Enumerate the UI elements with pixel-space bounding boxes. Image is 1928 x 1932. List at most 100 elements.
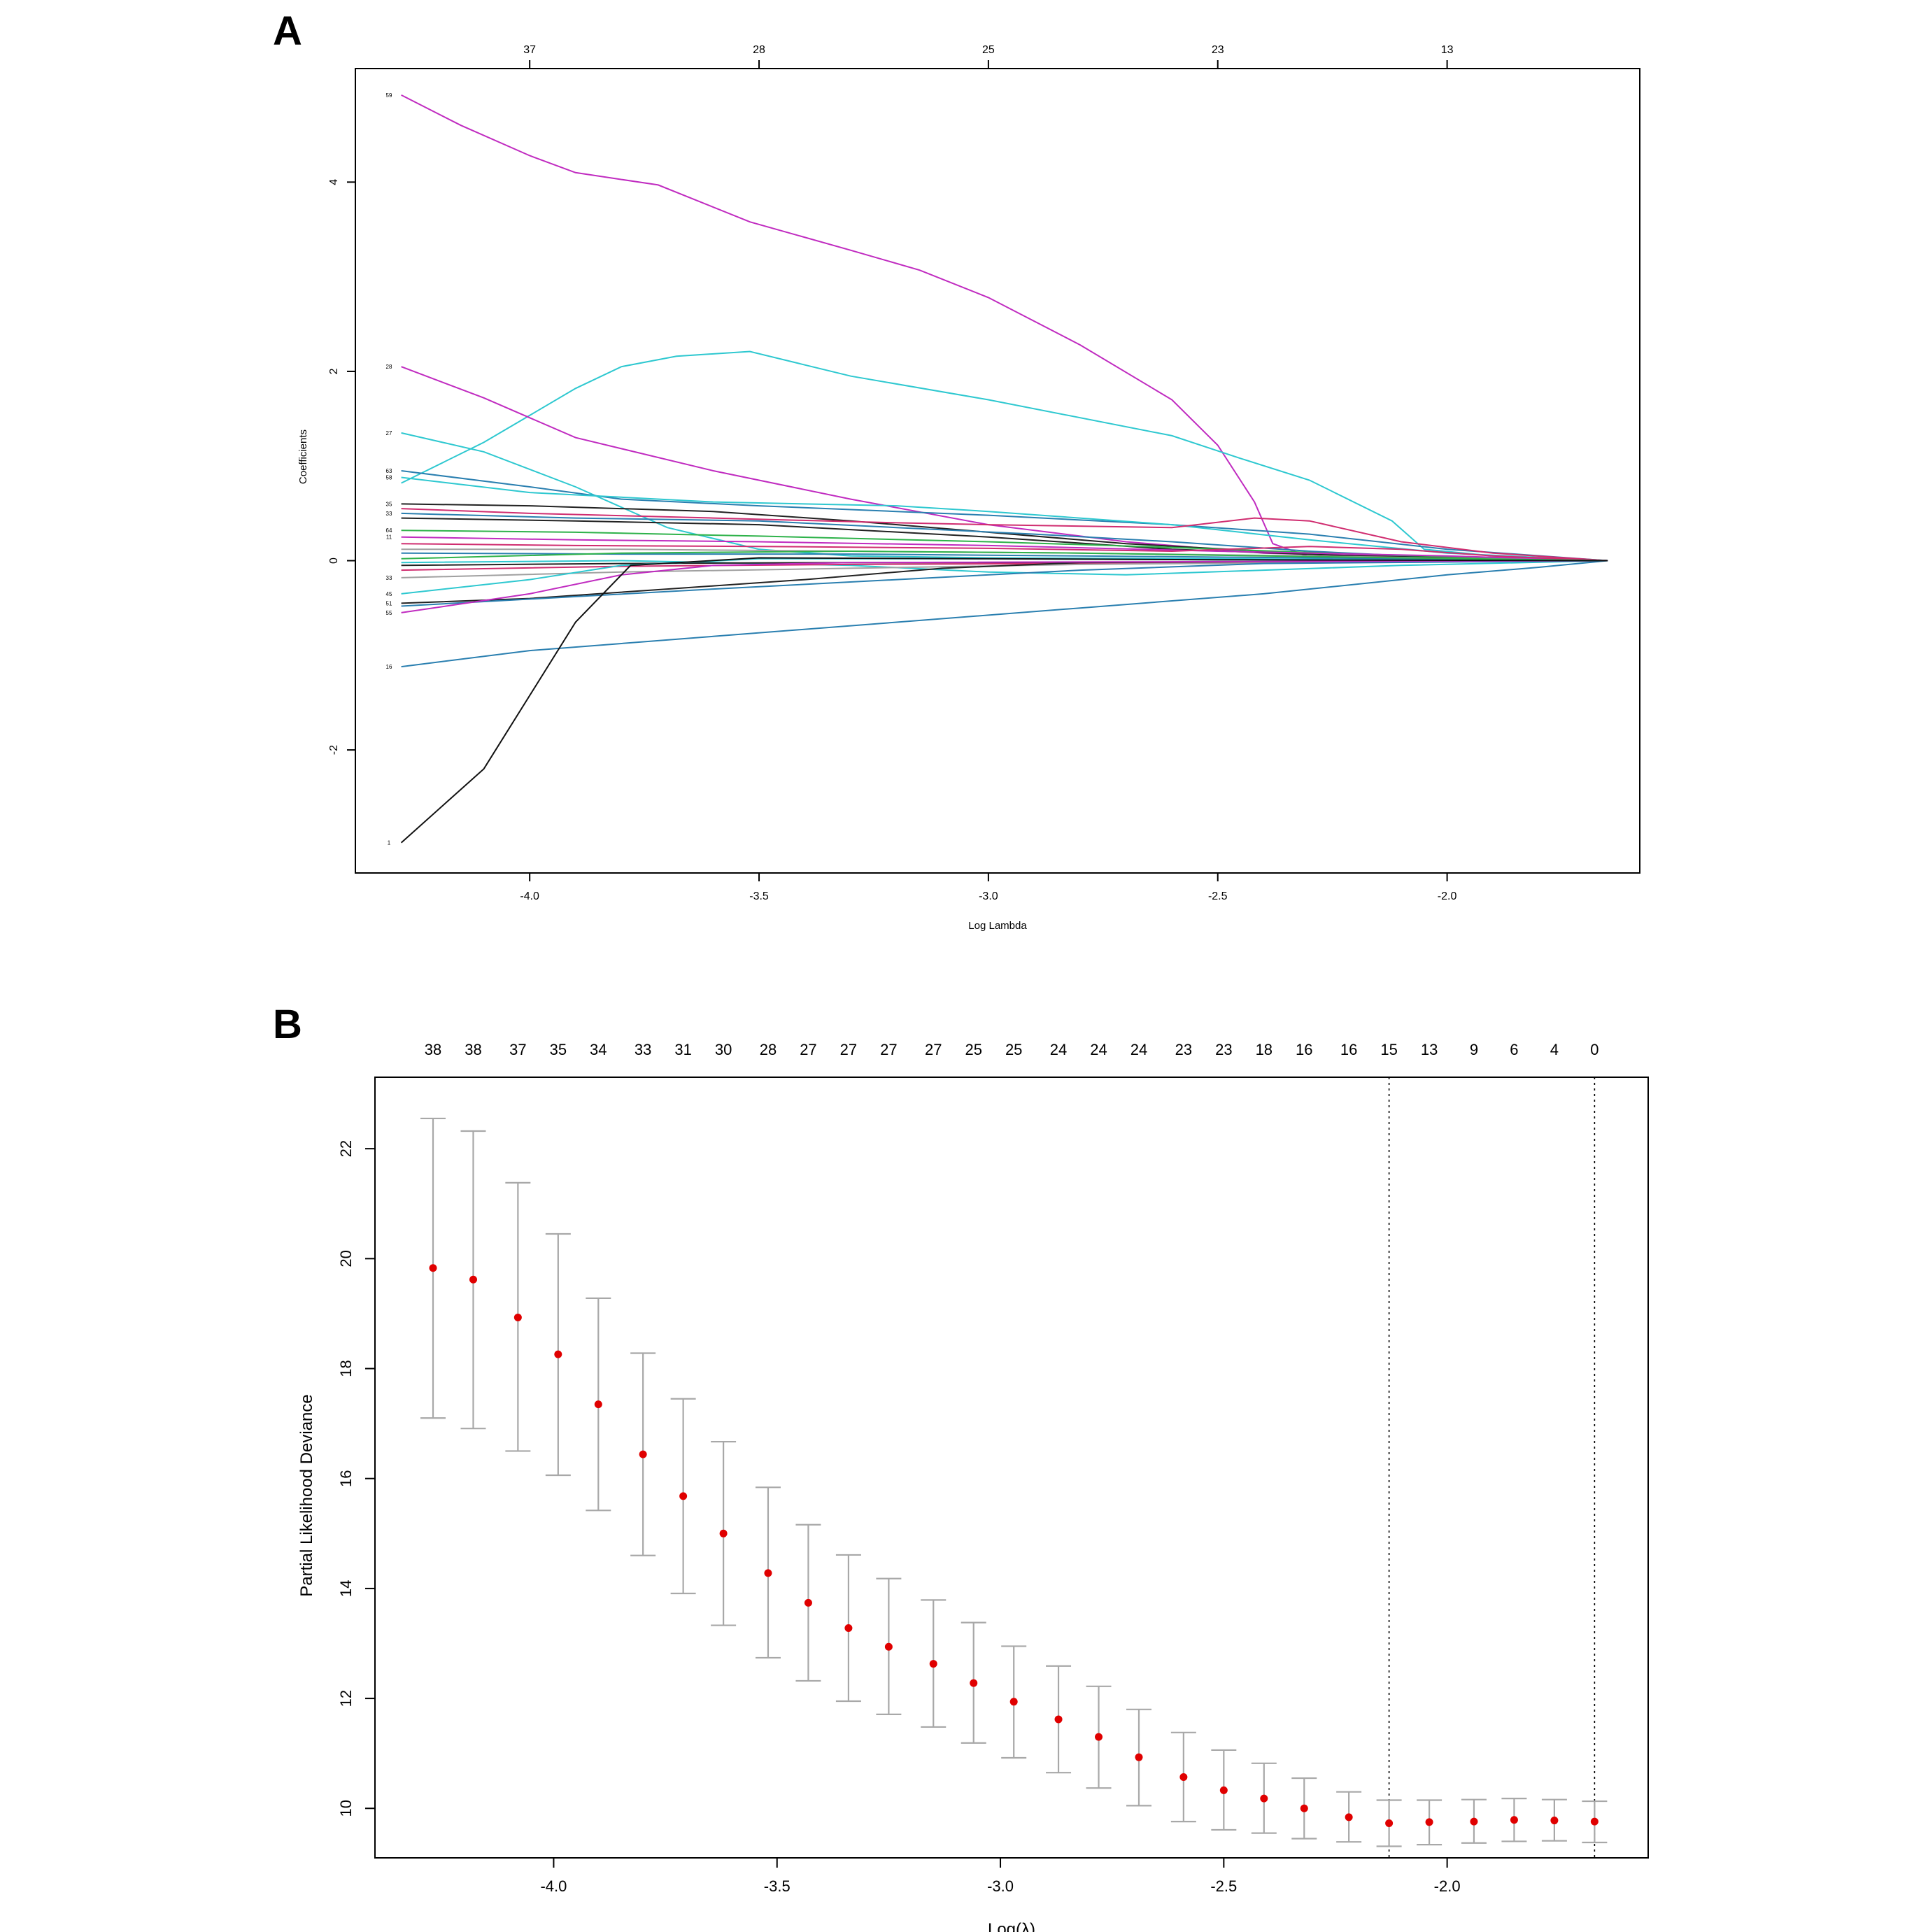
y-tick-label-a: 4 — [328, 179, 340, 185]
deviance-point — [554, 1350, 562, 1358]
top-count-b: 16 — [1296, 1041, 1312, 1058]
top-tick-label-a: 25 — [982, 44, 995, 56]
top-count-b: 38 — [465, 1041, 481, 1058]
y-axis-a: -2 0 2 4 — [328, 179, 355, 755]
edge-label: 28 — [386, 364, 392, 370]
top-count-b: 38 — [425, 1041, 441, 1058]
deviance-points — [429, 1264, 1599, 1827]
deviance-point — [1179, 1773, 1188, 1781]
deviance-point — [1385, 1819, 1394, 1827]
top-count-b: 24 — [1050, 1041, 1067, 1058]
x-tick-label-b: -3.0 — [987, 1877, 1014, 1895]
coefficient-line — [401, 560, 1608, 607]
top-tick-label-a: 28 — [753, 44, 765, 56]
top-axis-a: 37 28 25 23 13 — [523, 44, 1454, 69]
y-axis-b: 10 12 14 16 18 20 22 — [337, 1140, 375, 1817]
coefficient-line — [401, 536, 1608, 562]
x-tick-label-b: -3.5 — [764, 1877, 791, 1895]
deviance-point — [929, 1660, 937, 1668]
top-count-b: 35 — [550, 1041, 567, 1058]
deviance-point — [1219, 1786, 1228, 1794]
deviance-point — [970, 1679, 978, 1687]
top-tick-label-a: 23 — [1212, 44, 1224, 56]
top-count-b: 4 — [1550, 1041, 1559, 1058]
y-tick-label-b: 10 — [337, 1800, 355, 1817]
top-count-b: 24 — [1130, 1041, 1147, 1058]
top-count-b: 25 — [1005, 1041, 1022, 1058]
edge-label: 55 — [386, 610, 392, 616]
panel-a-label: A — [273, 8, 302, 54]
plot-a-frame — [355, 68, 1640, 874]
edge-label: 33 — [386, 575, 392, 581]
coefficient-line — [401, 517, 1608, 562]
coefficient-line — [401, 560, 1608, 668]
deviance-point — [884, 1642, 893, 1651]
x-axis-title-a: Log Lambda — [968, 920, 1027, 932]
top-count-b: 30 — [715, 1041, 732, 1058]
coefficient-line — [401, 550, 1608, 562]
top-count-b: 31 — [674, 1041, 691, 1058]
coefficient-lines — [400, 94, 1608, 844]
edge-label: 64 — [386, 527, 392, 534]
x-tick-label-a: -2.0 — [1438, 890, 1457, 902]
top-counts-b: 38 38 37 35 34 33 31 30 28 27 27 27 27 25 25 24 24 24 23 23… — [425, 1041, 1599, 1058]
x-tick-label-a: -4.0 — [520, 890, 539, 902]
top-count-b: 28 — [760, 1041, 777, 1058]
edge-label: 45 — [386, 591, 392, 597]
deviance-point — [469, 1275, 477, 1284]
deviance-point — [844, 1624, 853, 1632]
top-count-b: 27 — [800, 1041, 816, 1058]
error-bars — [420, 1117, 1608, 1847]
deviance-point — [1550, 1817, 1559, 1825]
coefficient-line — [401, 560, 1608, 613]
top-count-b: 37 — [509, 1041, 526, 1058]
deviance-point — [1510, 1816, 1518, 1824]
y-axis-title-b: Partial Likelihood Deviance — [297, 1394, 316, 1597]
top-tick-label-a: 37 — [523, 44, 536, 56]
deviance-point — [1425, 1818, 1433, 1826]
coefficient-path-plot: -4.0 -3.5 -3.0 -2.5 -2.0 -2 0 2 4 37 28 25 23 13 59… — [297, 44, 1640, 932]
top-count-b: 24 — [1090, 1041, 1107, 1058]
top-count-b: 9 — [1470, 1041, 1478, 1058]
plot-b-frame — [374, 1077, 1649, 1859]
edge-label: 58 — [386, 474, 392, 481]
x-tick-label-b: -2.0 — [1434, 1877, 1461, 1895]
y-tick-label-b: 18 — [337, 1360, 355, 1377]
coefficient-line — [401, 508, 1608, 562]
y-tick-label-a: 2 — [328, 368, 340, 374]
coefficient-line — [400, 557, 1608, 844]
x-axis-title-b: Log(λ) — [988, 1920, 1035, 1932]
y-tick-label-b: 16 — [337, 1470, 355, 1486]
deviance-point — [1054, 1715, 1063, 1724]
edge-label: 63 — [386, 468, 392, 474]
coefficient-line — [401, 432, 1608, 562]
y-axis-title-a: Coefficients — [297, 429, 309, 484]
x-tick-label-b: -4.0 — [540, 1877, 567, 1895]
coefficient-line — [401, 543, 1608, 562]
deviance-point — [639, 1450, 647, 1458]
y-tick-label-a: 0 — [328, 557, 340, 564]
deviance-point — [804, 1598, 812, 1607]
deviance-point — [719, 1529, 728, 1537]
top-tick-label-a: 13 — [1441, 44, 1454, 56]
panel-b-label: B — [273, 1002, 302, 1047]
deviance-point — [1095, 1733, 1103, 1741]
deviance-point — [1470, 1817, 1478, 1826]
top-count-b: 16 — [1340, 1041, 1357, 1058]
coefficient-line — [401, 350, 1608, 562]
top-count-b: 0 — [1590, 1041, 1599, 1058]
top-count-b: 15 — [1380, 1041, 1397, 1058]
top-count-b: 25 — [965, 1041, 981, 1058]
coefficient-line — [401, 94, 1608, 562]
y-tick-label-a: -2 — [328, 745, 340, 755]
deviance-point — [679, 1492, 688, 1500]
top-count-b: 18 — [1256, 1041, 1273, 1058]
top-count-b: 27 — [880, 1041, 897, 1058]
deviance-point — [594, 1400, 602, 1409]
reference-lines — [1388, 1077, 1596, 1858]
x-tick-label-b: -2.5 — [1210, 1877, 1237, 1895]
edge-label: 33 — [386, 511, 392, 517]
deviance-point — [513, 1313, 522, 1321]
edge-label: 51 — [386, 600, 392, 606]
